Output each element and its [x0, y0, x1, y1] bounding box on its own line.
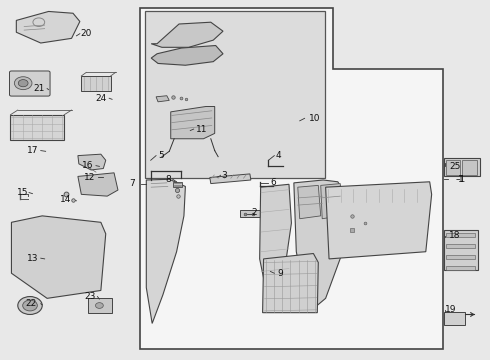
FancyBboxPatch shape — [9, 71, 50, 96]
FancyBboxPatch shape — [444, 312, 465, 324]
FancyBboxPatch shape — [446, 244, 475, 248]
Text: 13: 13 — [26, 254, 38, 263]
FancyBboxPatch shape — [10, 115, 64, 140]
Polygon shape — [298, 185, 321, 219]
FancyBboxPatch shape — [446, 159, 461, 175]
FancyBboxPatch shape — [444, 230, 478, 270]
FancyBboxPatch shape — [446, 266, 475, 270]
Polygon shape — [326, 182, 432, 259]
Text: 18: 18 — [449, 231, 461, 240]
FancyBboxPatch shape — [240, 211, 260, 217]
FancyBboxPatch shape — [81, 76, 111, 91]
Polygon shape — [151, 22, 223, 47]
Text: 11: 11 — [196, 125, 208, 134]
Polygon shape — [11, 216, 106, 298]
Text: 3: 3 — [221, 171, 227, 180]
FancyBboxPatch shape — [444, 158, 480, 176]
Text: 15: 15 — [17, 188, 28, 197]
Text: 5: 5 — [158, 151, 164, 160]
Text: 17: 17 — [26, 146, 38, 155]
FancyBboxPatch shape — [446, 233, 475, 237]
Text: 12: 12 — [84, 173, 96, 182]
Text: 9: 9 — [277, 269, 283, 278]
Polygon shape — [78, 173, 118, 196]
Polygon shape — [151, 45, 223, 65]
Polygon shape — [321, 184, 340, 219]
FancyBboxPatch shape — [88, 298, 112, 313]
Polygon shape — [140, 8, 443, 348]
FancyBboxPatch shape — [462, 159, 477, 175]
Circle shape — [18, 80, 28, 87]
FancyBboxPatch shape — [36, 75, 47, 92]
Text: 24: 24 — [95, 94, 106, 103]
Polygon shape — [263, 253, 319, 313]
Circle shape — [18, 297, 42, 315]
Text: –1: –1 — [456, 175, 466, 184]
Text: 22: 22 — [25, 299, 37, 308]
Polygon shape — [156, 96, 169, 102]
Polygon shape — [294, 180, 345, 313]
FancyBboxPatch shape — [172, 182, 182, 187]
Text: 14: 14 — [59, 195, 71, 204]
Text: 1: 1 — [458, 175, 464, 184]
Text: 16: 16 — [82, 161, 94, 170]
Polygon shape — [260, 184, 292, 295]
Text: 7: 7 — [129, 179, 135, 188]
Polygon shape — [210, 174, 251, 184]
Polygon shape — [78, 154, 106, 170]
Circle shape — [23, 300, 37, 311]
Polygon shape — [147, 179, 185, 323]
Text: 20: 20 — [80, 29, 92, 38]
Text: 6: 6 — [270, 178, 276, 187]
Text: 21: 21 — [33, 84, 45, 93]
Polygon shape — [171, 107, 215, 139]
Text: 10: 10 — [309, 114, 320, 123]
Text: 19: 19 — [444, 305, 456, 314]
FancyBboxPatch shape — [145, 12, 325, 178]
Text: 4: 4 — [275, 151, 281, 160]
Text: 25: 25 — [449, 162, 461, 171]
Circle shape — [96, 303, 103, 309]
Text: 23: 23 — [84, 292, 96, 301]
Polygon shape — [16, 12, 80, 43]
Text: 8: 8 — [165, 175, 171, 184]
Text: 2: 2 — [251, 208, 257, 217]
FancyBboxPatch shape — [446, 255, 475, 259]
Circle shape — [14, 77, 32, 90]
